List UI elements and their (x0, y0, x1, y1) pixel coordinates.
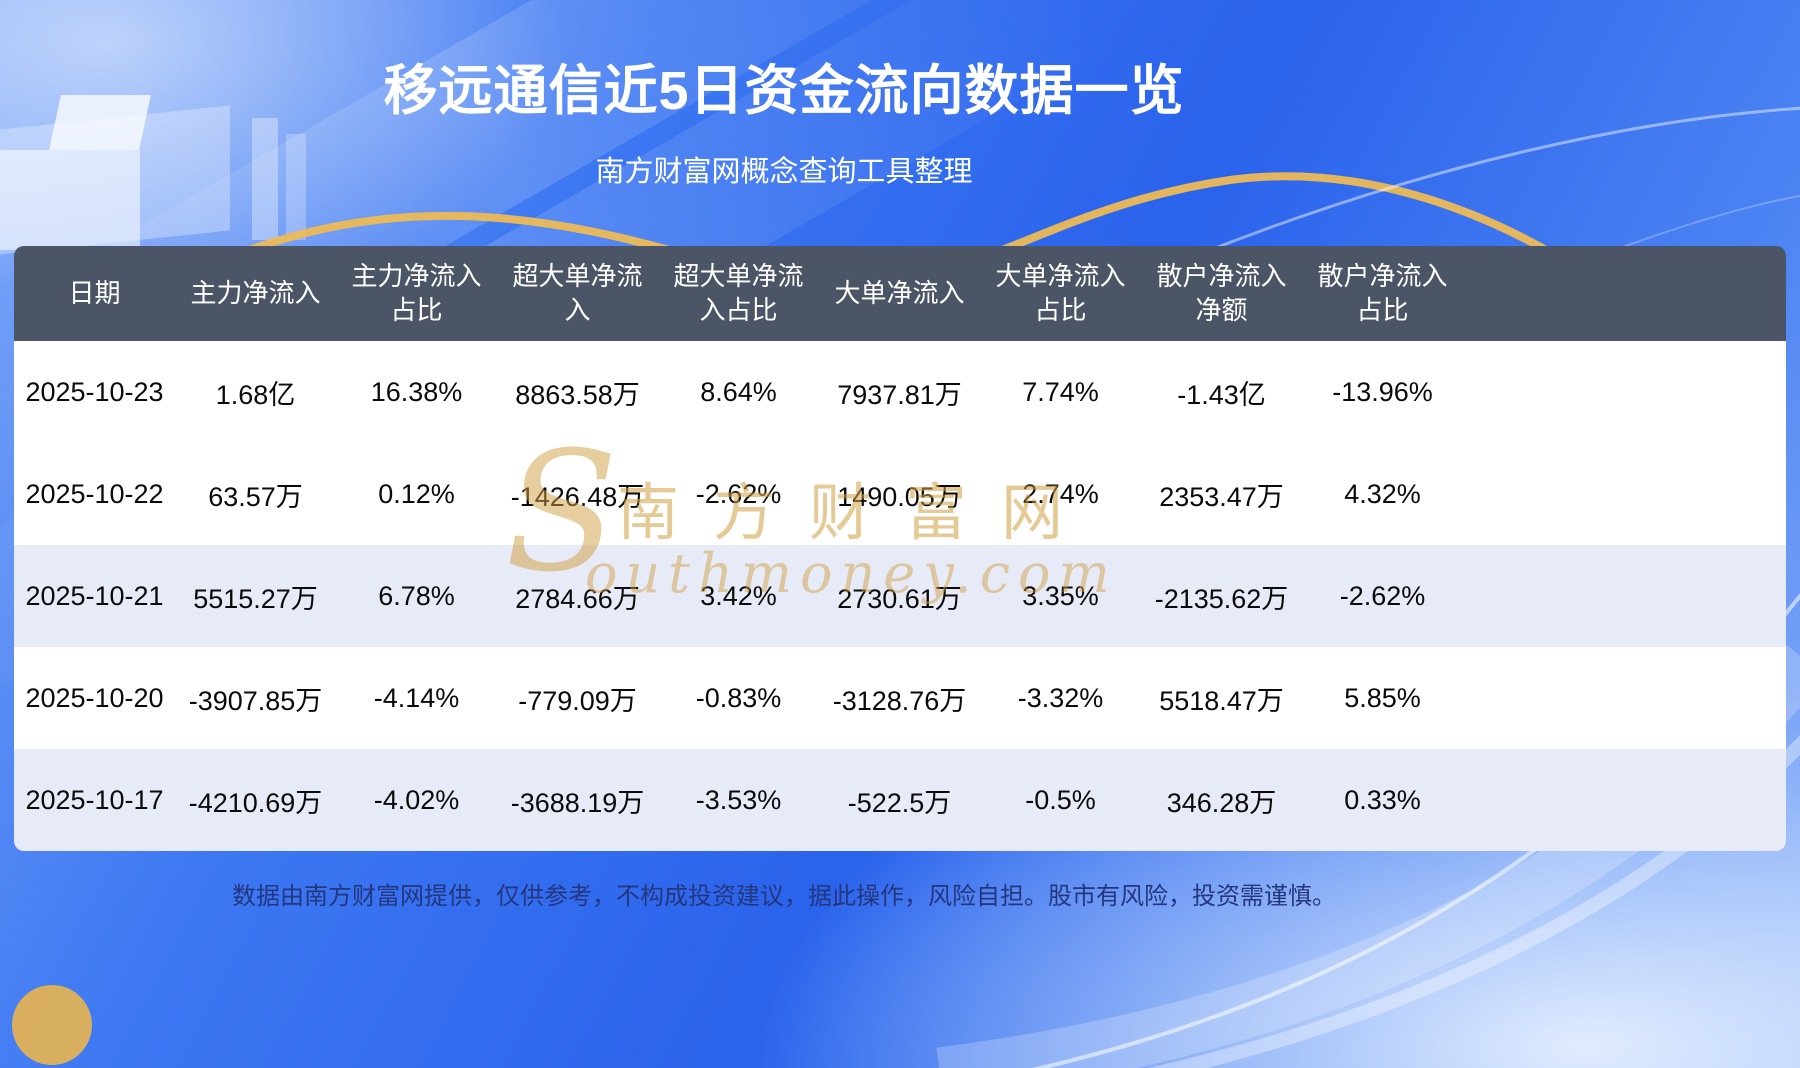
gold-circle (12, 985, 92, 1065)
table-header-cell: 超大单净流入占比 (673, 260, 804, 325)
table-cell: 2730.61万 (837, 583, 962, 614)
white-arc-line (1179, 106, 1800, 264)
table-cell: 8.64% (700, 376, 777, 407)
decorative-block (0, 150, 140, 250)
table-cell: 2025-10-22 (25, 478, 164, 509)
table-cell: -3688.19万 (510, 787, 645, 818)
table-cell: 7937.81万 (837, 379, 962, 410)
table-cell: -3907.85万 (188, 685, 323, 716)
table-header-cell: 大单净流入 (834, 277, 965, 308)
table-cell: 346.28万 (1166, 787, 1277, 818)
table-cell: 1.68亿 (215, 379, 296, 410)
table-header-cell: 主力净流入占比 (351, 260, 482, 325)
table-header-filler (1463, 246, 1786, 341)
table-header-cell: 散户净流入占比 (1317, 260, 1448, 325)
table-cell: -3.53% (695, 784, 782, 815)
table-header-cell: 日期 (68, 277, 121, 308)
table-cell: -0.5% (1025, 784, 1096, 815)
table-cell: -1426.48万 (510, 481, 645, 512)
table-cell: 16.38% (370, 376, 463, 407)
table-cell: -2.62% (695, 478, 782, 509)
table-cell: 5.85% (1344, 682, 1421, 713)
table-cell: 1490.05万 (837, 481, 962, 512)
table-row: 2025-10-23 1.68亿 16.38% 8863.58万 8.64% 7937.8… (14, 341, 1786, 443)
table-cell: 7.74% (1022, 376, 1099, 407)
capital-flow-table: 日期 主力净流入 主力净流入占比 超大单净流入 超大单净流入占比 大单净流入 大单净流入占比… (14, 246, 1786, 851)
table-header-cell: 散户净流入净额 (1156, 260, 1287, 325)
table-cell: 0.33% (1344, 784, 1421, 815)
table-cell: -4.02% (373, 784, 460, 815)
table-cell-filler (1463, 341, 1786, 443)
table-cell: 5515.27万 (193, 583, 318, 614)
table-cell: -2.62% (1339, 580, 1426, 611)
table-row: 2025-10-22 63.57万 0.12% -1426.48万 -2.62% 1490… (14, 443, 1786, 545)
table-cell-filler (1463, 545, 1786, 647)
table-cell: 3.42% (700, 580, 777, 611)
table-cell-filler (1463, 749, 1786, 851)
table-cell: 2353.47万 (1159, 481, 1284, 512)
table-cell: -13.96% (1332, 376, 1433, 407)
table-cell-filler (1463, 647, 1786, 749)
decorative-pillar (286, 134, 306, 240)
table-cell: 0.12% (378, 478, 455, 509)
table-cell-filler (1463, 443, 1786, 545)
table-row: 2025-10-21 5515.27万 6.78% 2784.66万 3.42% 2730… (14, 545, 1786, 647)
table-header-row: 日期 主力净流入 主力净流入占比 超大单净流入 超大单净流入占比 大单净流入 大单净流入占比… (14, 246, 1786, 341)
table-row: 2025-10-20 -3907.85万 -4.14% -779.09万 -0.83% -… (14, 647, 1786, 749)
table-cell: 4.32% (1344, 478, 1421, 509)
table-cell: 6.78% (378, 580, 455, 611)
table-cell: 63.57万 (208, 481, 303, 512)
table-cell: -3128.76万 (832, 685, 967, 716)
table-cell: -2135.62万 (1154, 583, 1289, 614)
table-cell: 5518.47万 (1159, 685, 1284, 716)
table-cell: -0.83% (695, 682, 782, 713)
table-cell: -779.09万 (518, 685, 637, 716)
table-cell: 8863.58万 (515, 379, 640, 410)
table-cell: 2025-10-23 (25, 376, 164, 407)
table-cell: 2.74% (1022, 478, 1099, 509)
table-cell: -522.5万 (847, 787, 952, 818)
table-cell: 3.35% (1022, 580, 1099, 611)
table-row: 2025-10-17 -4210.69万 -4.02% -3688.19万 -3.53%… (14, 749, 1786, 851)
table-header-cell: 超大单净流入 (512, 260, 643, 325)
table-header-cell: 主力净流入 (190, 277, 321, 308)
table-cell: 2025-10-17 (25, 784, 164, 815)
table-cell: -4.14% (373, 682, 460, 713)
table-cell: -1.43亿 (1177, 379, 1266, 410)
table-cell: -3.32% (1017, 682, 1104, 713)
table-cell: 2025-10-21 (25, 580, 164, 611)
decorative-pillar (252, 118, 278, 240)
table-header-cell: 大单净流入占比 (995, 260, 1126, 325)
table-cell: -4210.69万 (188, 787, 323, 818)
table-cell: 2784.66万 (515, 583, 640, 614)
table-cell: 2025-10-20 (25, 682, 164, 713)
